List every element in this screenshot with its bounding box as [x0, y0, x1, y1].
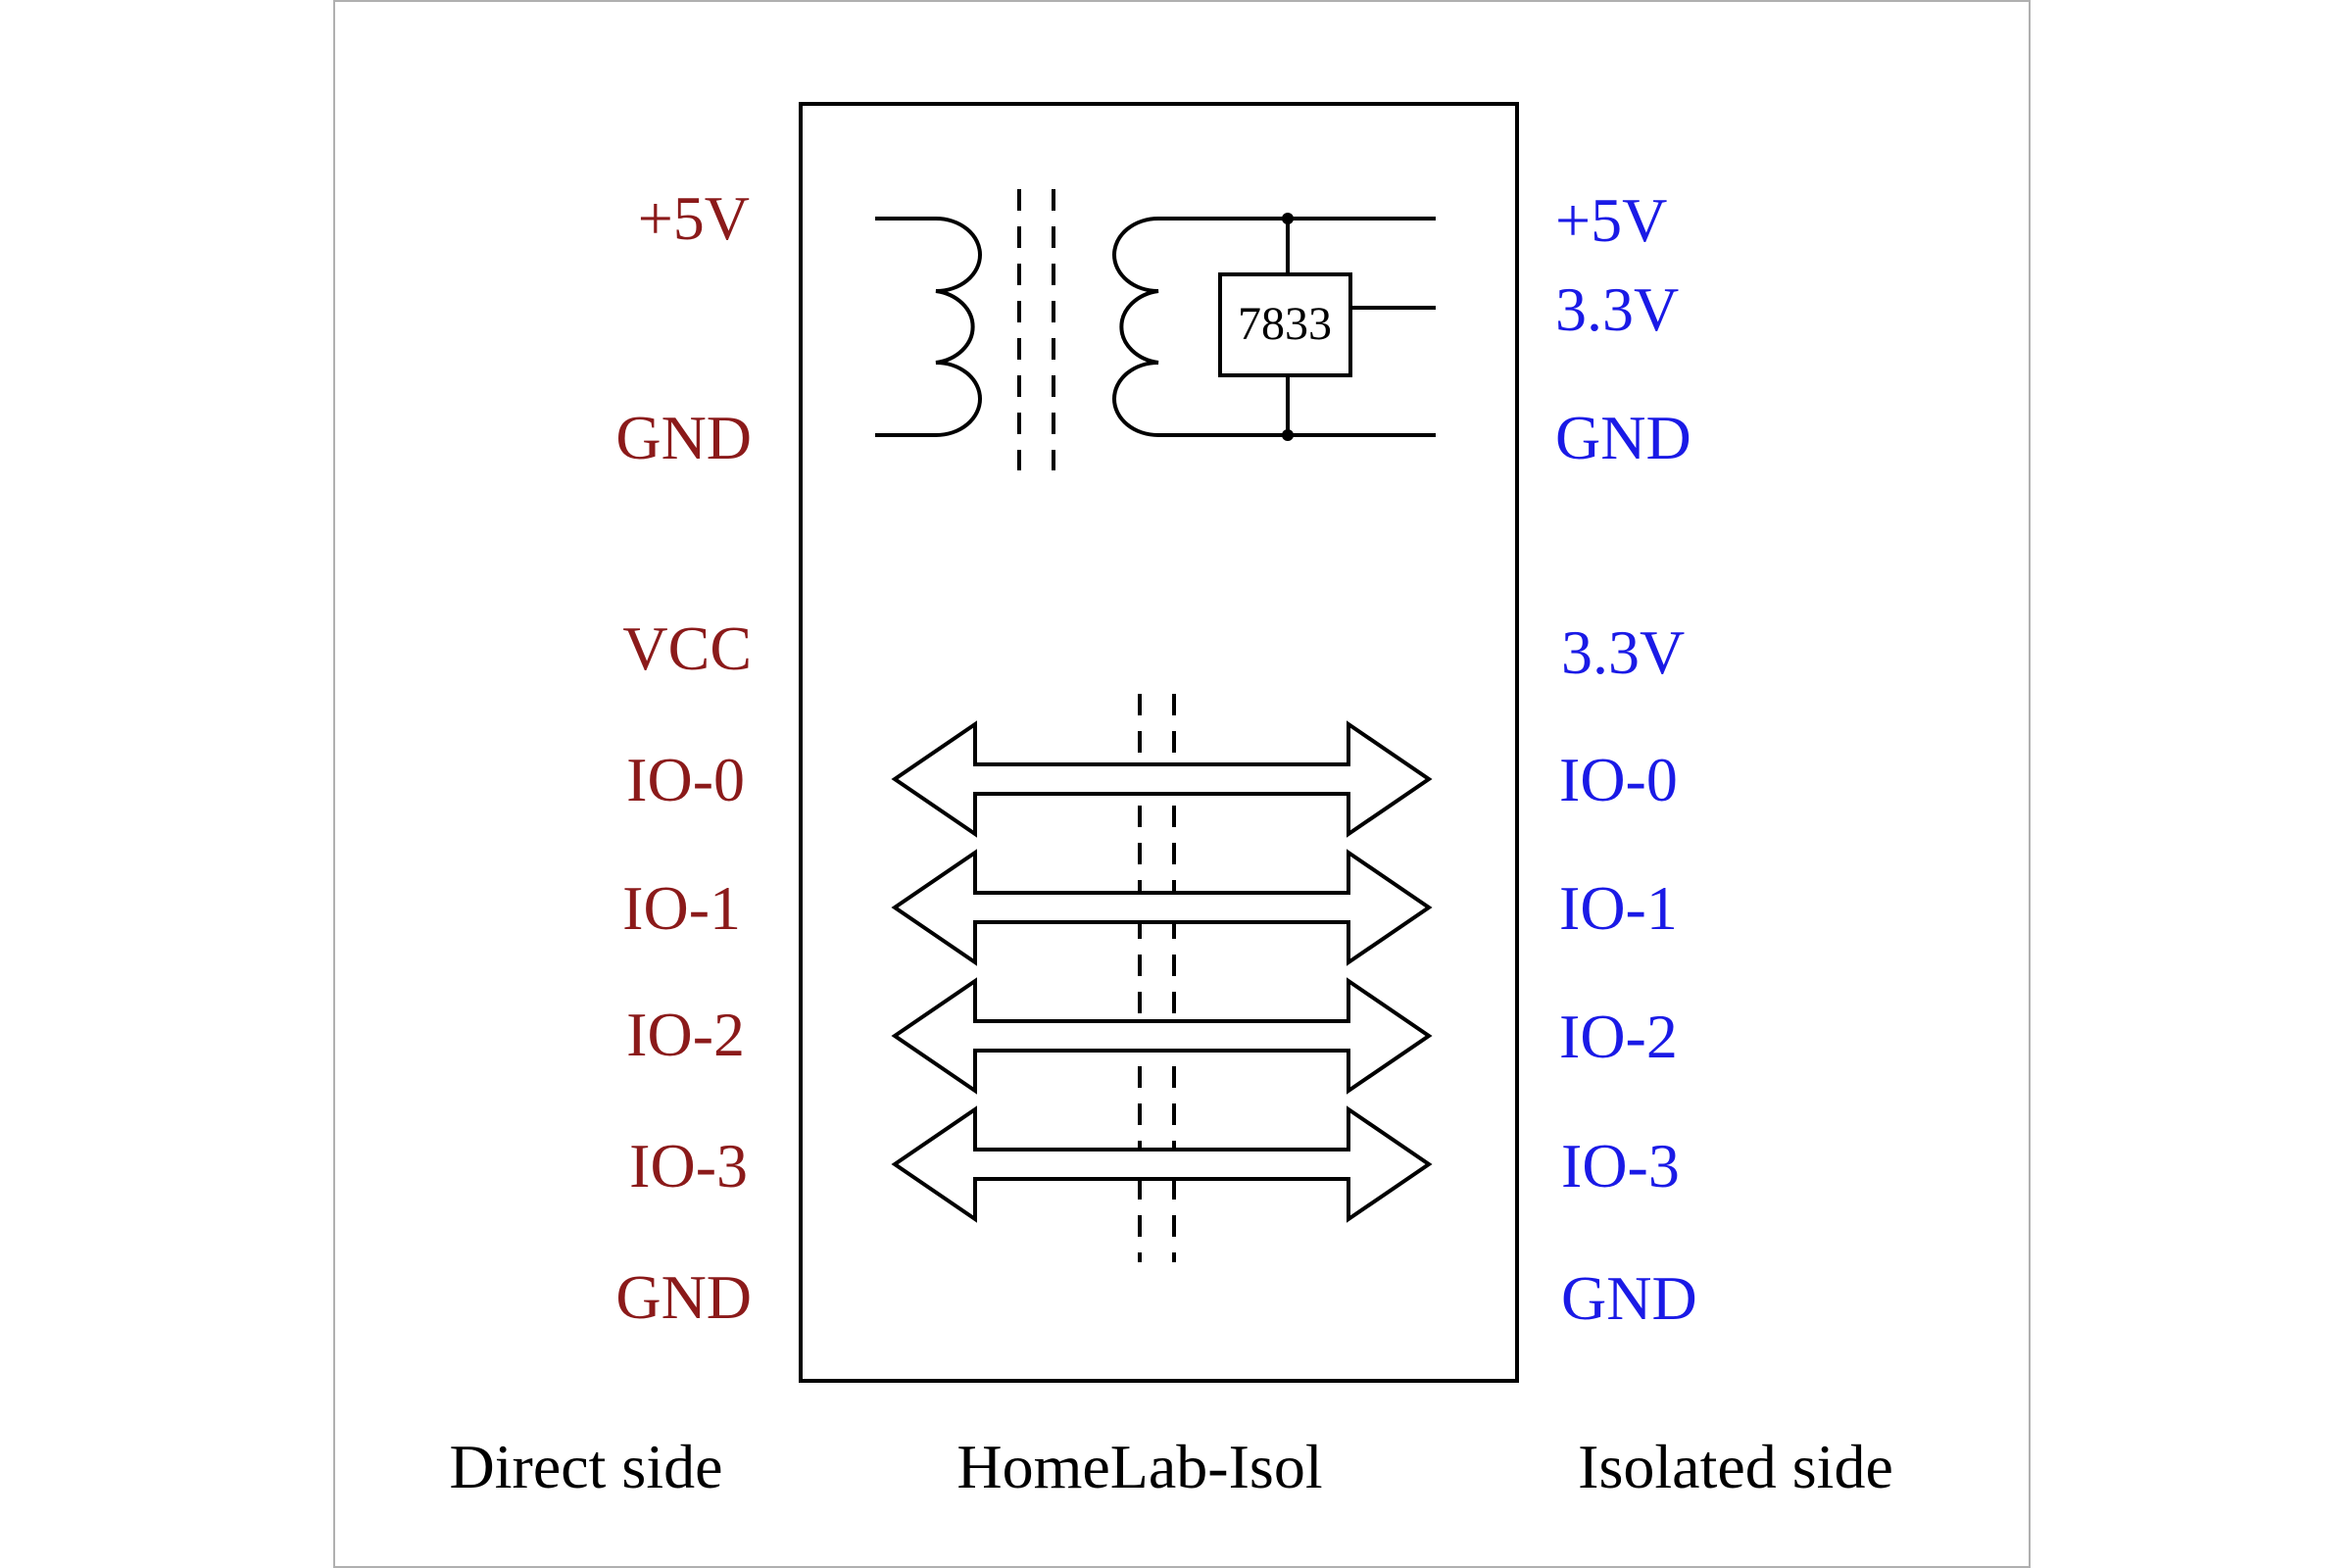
isolation-barrier-icon: [1017, 189, 1055, 470]
direct-pin-gnd-io: GND: [615, 1262, 752, 1332]
bidirectional-arrow-icon: [891, 1105, 1433, 1223]
isolated-pin-io0: IO-0: [1559, 745, 1678, 814]
isolated-pin-5v: +5V: [1555, 185, 1667, 255]
direct-pin-io1: IO-1: [622, 873, 741, 943]
direct-pin-io0: IO-0: [626, 745, 745, 814]
isolated-side-pins: +5V 3.3V GND 3.3V IO-0 IO-1 IO-2 IO-3 GN…: [1555, 185, 1697, 1333]
isolated-pin-3v3-io: 3.3V: [1561, 617, 1685, 687]
module-caption: HomeLab-Isol: [956, 1432, 1322, 1501]
direct-pin-io2: IO-2: [626, 1000, 745, 1069]
bidirectional-arrow-icon: [891, 720, 1433, 838]
voltage-regulator-icon: 7833: [1184, 213, 1436, 441]
isolated-side-caption: Isolated side: [1578, 1432, 1893, 1501]
direct-side-caption: Direct side: [450, 1432, 723, 1501]
module-box: [799, 102, 1519, 1383]
direct-pin-vcc: VCC: [622, 613, 752, 683]
direct-pin-io3: IO-3: [629, 1131, 748, 1200]
isolated-pin-gnd-power: GND: [1555, 403, 1691, 472]
isolated-pin-io3: IO-3: [1561, 1131, 1680, 1200]
direct-pin-5v: +5V: [638, 183, 750, 253]
transformer-icon: [875, 217, 1184, 437]
isolated-pin-gnd-io: GND: [1561, 1263, 1697, 1333]
isolated-pin-io2: IO-2: [1559, 1002, 1678, 1071]
isolated-pin-io1: IO-1: [1559, 873, 1678, 943]
bidirectional-arrow-icon: [891, 977, 1433, 1095]
direct-pin-gnd-power: GND: [615, 403, 752, 472]
regulator-label: 7833: [1238, 298, 1332, 350]
isolated-pin-3v3-power: 3.3V: [1555, 274, 1679, 344]
bidirectional-arrow-icon: [891, 849, 1433, 966]
captions: Direct side HomeLab-Isol Isolated side: [450, 1432, 1893, 1501]
direct-side-pins: +5V GND VCC IO-0 IO-1 IO-2 IO-3 GND: [615, 183, 752, 1332]
